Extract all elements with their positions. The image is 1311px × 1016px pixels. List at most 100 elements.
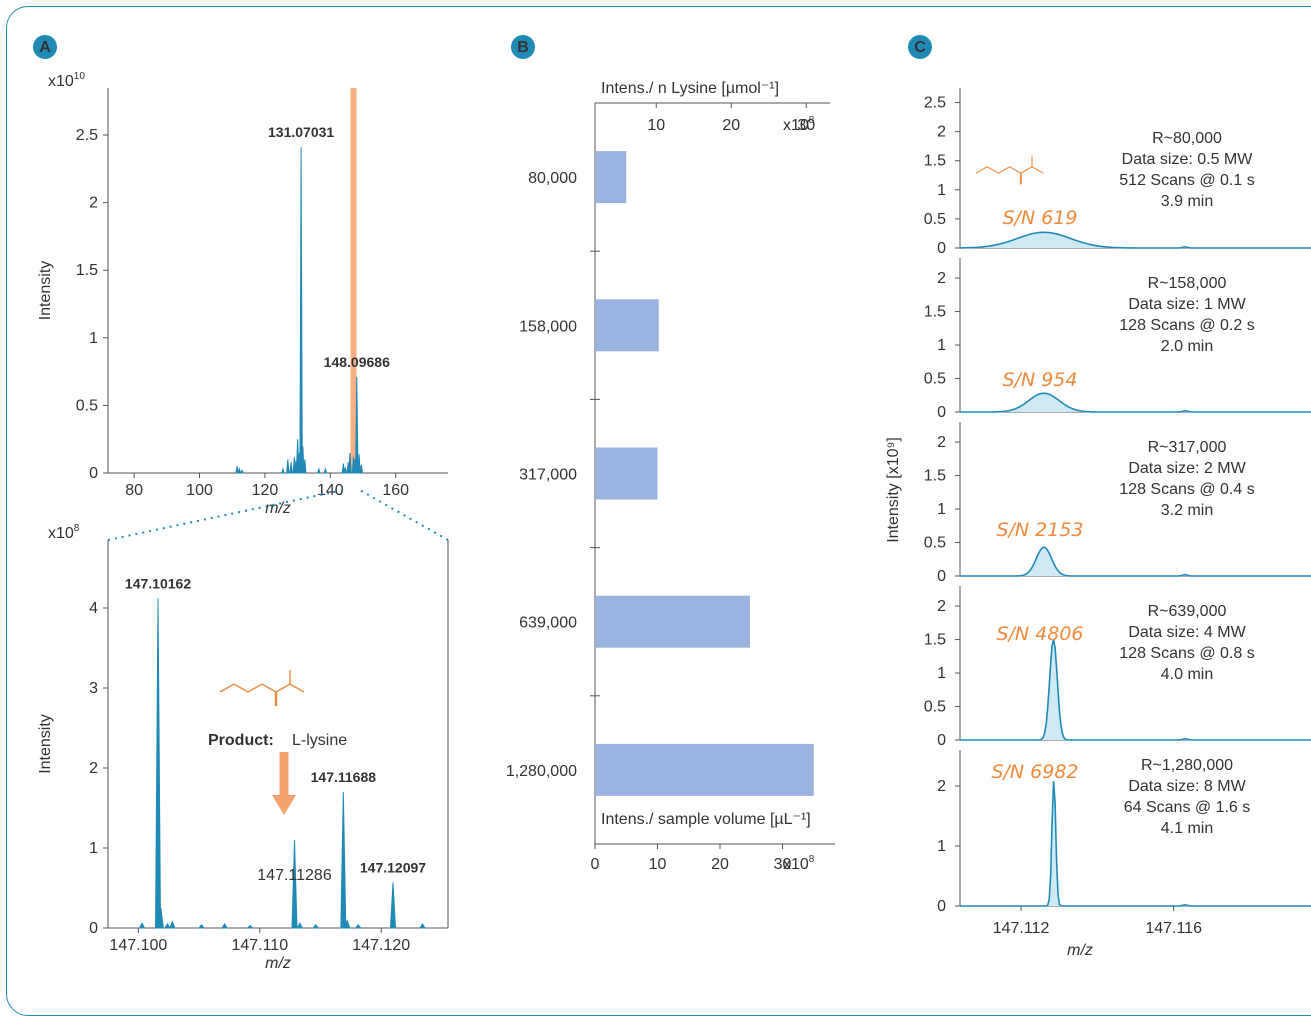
bar-top-multiplier-exp: 8: [809, 115, 815, 126]
bar: [595, 299, 659, 352]
resolution: R~639,000: [1148, 603, 1227, 620]
spectrum-peak: [169, 920, 176, 929]
scan-info: 128 Scans @ 0.2 s: [1119, 317, 1254, 334]
bar-category-label: 639,000: [519, 615, 577, 632]
acquisition-time: 4.0 min: [1161, 666, 1213, 683]
bar-x-tick-label: 20: [711, 856, 729, 873]
c-y-tick-label: 1.5: [924, 153, 946, 170]
bar: [595, 447, 658, 500]
c-y-tick-label: 2.5: [924, 95, 946, 112]
signal-to-noise-label: S/N 6982: [991, 761, 1078, 783]
panel-b-label: B: [517, 39, 529, 56]
spectrum-peak: [155, 598, 162, 929]
c-y-tick-label: 1: [937, 337, 946, 354]
signal-to-noise-label: S/N 619: [1003, 207, 1078, 229]
scan-info: 128 Scans @ 0.4 s: [1119, 481, 1254, 498]
spectrum-peak: [246, 924, 254, 929]
spectrum-peak: [316, 467, 321, 474]
y-multiplier-exp: 8: [74, 523, 80, 534]
spectrum-peak: [197, 923, 206, 929]
c-peak-fill: [960, 232, 1311, 248]
resolution: R~317,000: [1148, 439, 1227, 456]
c-y-tick-label: 2: [937, 270, 946, 287]
x-tick-label: 147.100: [109, 937, 167, 954]
c-y-tick-label: 0: [937, 404, 946, 421]
scan-info: 64 Scans @ 1.6 s: [1124, 799, 1251, 816]
c-peak-line: [959, 231, 1311, 249]
spectrum-peak: [157, 918, 164, 929]
scan-info: 128 Scans @ 0.8 s: [1119, 645, 1254, 662]
c-peak-fill: [960, 547, 1311, 576]
c-y-tick-label: 1.5: [924, 304, 946, 321]
spectrum-peak: [419, 923, 426, 929]
product-name: L-lysine: [292, 732, 347, 749]
c-peak-fill: [960, 393, 1311, 412]
bar: [595, 595, 750, 648]
y-tick-label: 0: [89, 465, 98, 482]
zoom-connector: [359, 489, 449, 541]
bar: [595, 743, 814, 796]
x-tick-label: 147.110: [231, 937, 288, 954]
c-y-tick-label: 2: [937, 434, 946, 451]
c-y-tick-label: 0: [937, 898, 946, 915]
spectrum-peak: [299, 147, 303, 474]
y-tick-label: 1: [89, 840, 98, 857]
resolution: R~158,000: [1148, 275, 1227, 292]
spectrum-peak: [389, 882, 397, 929]
x-tick-label: 160: [382, 482, 409, 499]
c-y-tick-label: 1.5: [924, 632, 946, 649]
spectrum-peak: [237, 467, 242, 474]
y-tick-label: 4: [89, 600, 98, 617]
spectrum-peak: [354, 923, 362, 929]
data-size: Data size: 0.5 MW: [1122, 151, 1254, 168]
spectrum-peak: [138, 922, 146, 929]
panel-c-badge: [908, 35, 932, 59]
peak-label: 147.11286: [257, 867, 332, 884]
molecule-bond: [975, 166, 1044, 174]
acquisition-time: 3.9 min: [1161, 193, 1213, 210]
y-axis-label: Intensity: [37, 261, 54, 321]
x-tick-label: 80: [125, 482, 143, 499]
spectrum-peak: [296, 922, 304, 929]
molecule-bond: [219, 683, 305, 693]
data-size: Data size: 2 MW: [1128, 460, 1246, 477]
y-tick-label: 1: [89, 330, 98, 347]
signal-to-noise-label: S/N 2153: [996, 519, 1083, 541]
resolution: R~80,000: [1152, 130, 1222, 147]
y-tick-label: 2: [89, 195, 98, 212]
c-y-tick-label: 0.5: [924, 535, 946, 552]
bar-category-label: 158,000: [519, 318, 577, 335]
bar-multiplier: x108: [783, 854, 815, 873]
y-multiplier-exp: 10: [74, 71, 86, 82]
lysine-structure-a: [219, 670, 305, 706]
acquisition-time: 3.2 min: [1161, 502, 1213, 519]
signal-to-noise-label: S/N 954: [1003, 369, 1078, 391]
product-arrowhead: [272, 795, 296, 815]
spectrum-peak: [235, 466, 239, 474]
x-axis-label: m/z: [265, 500, 291, 517]
acquisition-time: 4.1 min: [1161, 820, 1213, 837]
peak-label: 148.09686: [324, 354, 390, 370]
c-y-tick-label: 2: [937, 598, 946, 615]
bar-top-tick-label: 30: [797, 117, 815, 134]
spectrum-peak: [341, 463, 346, 474]
c-peak-line: [960, 546, 1311, 577]
acquisition-time: 2.0 min: [1161, 338, 1213, 355]
x-tick-label: 140: [317, 482, 344, 499]
x-tick-label: 120: [252, 482, 279, 499]
c-y-tick-label: 0: [937, 732, 946, 749]
peak-label: 147.12097: [360, 859, 426, 875]
y-tick-label: 1.5: [76, 262, 98, 279]
spectrum-peak: [303, 459, 307, 474]
spectrum-peak: [323, 467, 328, 474]
product-label: Product:: [208, 732, 274, 749]
zoom-connector: [107, 489, 344, 541]
c-y-tick-label: 2: [937, 124, 946, 141]
highlight-band: [350, 88, 357, 473]
c-y-tick-label: 0.5: [924, 211, 946, 228]
bar-top-axis-label: Intens./ n Lysine [µmol⁻¹]: [601, 80, 779, 97]
x-tick-label: 100: [186, 482, 213, 499]
peak-label: 147.11688: [311, 769, 377, 785]
bar-top-tick-label: 10: [647, 117, 665, 134]
